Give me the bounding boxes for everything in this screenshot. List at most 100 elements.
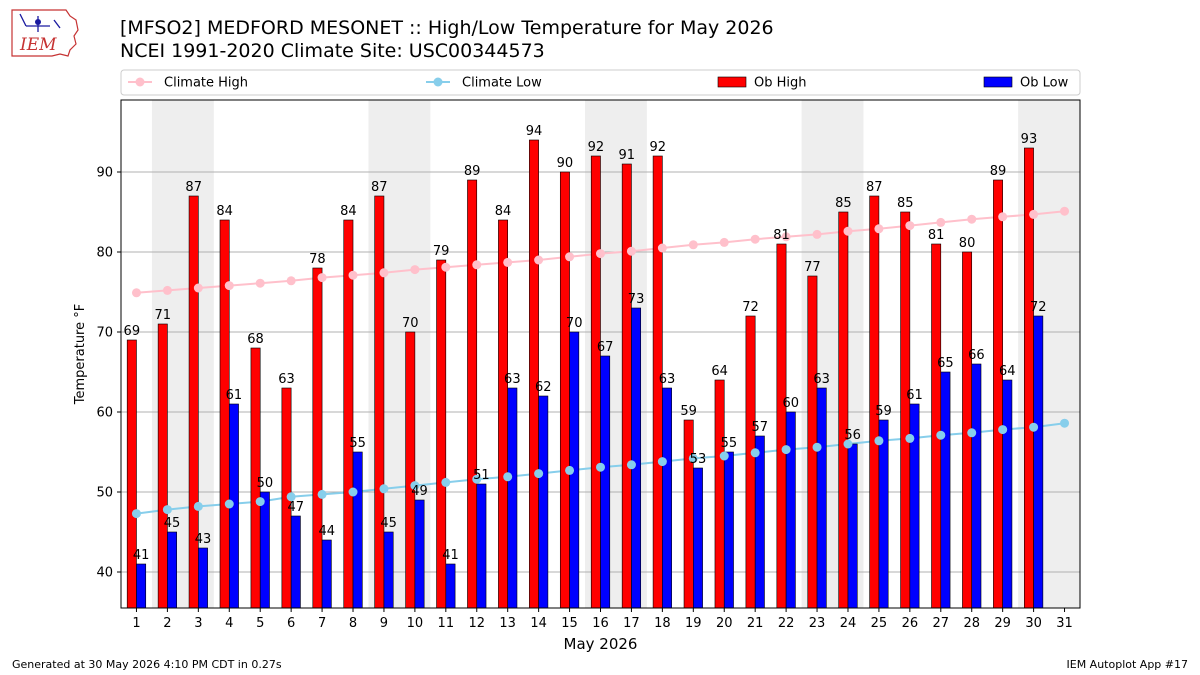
- climate-low-point: [936, 430, 946, 440]
- x-tick-label: 29: [994, 616, 1011, 631]
- climate-low-point: [1060, 418, 1070, 428]
- ob-low-label: 64: [999, 364, 1016, 379]
- ob-low-label: 61: [906, 388, 923, 403]
- app-label: IEM Autoplot App #17: [1066, 658, 1189, 671]
- ob-high-label: 85: [897, 196, 914, 211]
- x-axis-label: May 2026: [564, 635, 638, 653]
- x-tick-label: 17: [623, 616, 640, 631]
- legend-item: Ob High: [717, 76, 807, 91]
- climate-low-point: [348, 487, 358, 497]
- climate-low-point: [441, 477, 451, 487]
- ob-low-bar: [507, 387, 518, 609]
- ob-high-bar: [126, 339, 137, 609]
- ob-low-bar: [971, 363, 982, 609]
- generated-note: Generated at 30 May 2026 4:10 PM CDT in …: [12, 658, 282, 671]
- ob-low-label: 70: [566, 316, 583, 331]
- ob-low-bar: [476, 483, 487, 609]
- ob-high-label: 92: [649, 140, 666, 155]
- x-tick-label: 22: [778, 616, 795, 631]
- ob-high-bar: [745, 315, 756, 609]
- legend-label: Climate Low: [462, 76, 542, 91]
- ob-low-label: 66: [968, 348, 985, 363]
- ob-low-bar: [1033, 315, 1044, 609]
- ob-low-label: 67: [597, 340, 614, 355]
- x-tick-label: 26: [902, 616, 919, 631]
- legend-swatch-bar: [717, 76, 747, 88]
- climate-low-point: [193, 501, 203, 511]
- climate-low-point: [410, 481, 420, 491]
- x-tick-label: 11: [438, 616, 455, 631]
- ob-low-bar: [693, 467, 703, 609]
- ob-low-bar: [259, 491, 270, 609]
- ob-low-bar: [723, 451, 734, 609]
- climate-high-point: [719, 237, 729, 247]
- x-tick-label: 3: [194, 616, 202, 631]
- x-tick-label: 19: [685, 616, 702, 631]
- ob-low-bar: [631, 307, 642, 609]
- ob-high-bar: [467, 179, 478, 609]
- ob-high-label: 79: [433, 244, 450, 259]
- ob-low-bar: [383, 531, 394, 609]
- ob-high-label: 59: [680, 404, 697, 419]
- climate-high-point: [688, 240, 698, 250]
- legend-swatch-marker: [433, 77, 443, 87]
- x-tick-label: 18: [654, 616, 671, 631]
- ob-low-bar: [754, 435, 765, 609]
- bars: [126, 139, 1044, 609]
- x-tick-label: 20: [716, 616, 733, 631]
- y-axis-ticks: 40 50 60 70 80 90: [96, 166, 121, 581]
- ob-low-label: 63: [504, 372, 521, 387]
- climate-low-point: [534, 469, 544, 479]
- ob-low-bar: [445, 563, 456, 609]
- climate-high-point: [410, 265, 420, 275]
- climate-low-point: [812, 442, 822, 452]
- ob-low-label: 47: [288, 500, 305, 515]
- climate-high-point: [534, 255, 544, 265]
- y-tick-label: 50: [96, 486, 113, 501]
- ob-low-label: 57: [752, 420, 769, 435]
- climate-low-point: [596, 462, 605, 472]
- ob-low-label: 49: [411, 484, 428, 499]
- climate-high-point: [874, 224, 884, 234]
- y-tick-label: 40: [96, 566, 113, 581]
- ob-high-label: 91: [619, 148, 636, 163]
- x-tick-label: 25: [871, 616, 888, 631]
- x-tick-label: 23: [809, 616, 826, 631]
- climate-high-point: [286, 276, 296, 286]
- climate-low-point: [626, 460, 636, 470]
- ob-low-bar: [321, 539, 332, 609]
- y-tick-label: 70: [96, 326, 113, 341]
- ob-high-label: 64: [711, 364, 728, 379]
- ob-low-bar: [878, 419, 889, 609]
- ob-low-label: 61: [226, 388, 243, 403]
- ob-high-label: 84: [340, 204, 357, 219]
- x-tick-label: 10: [407, 616, 424, 631]
- climate-low-point: [565, 465, 575, 475]
- legend-box: [120, 69, 1081, 96]
- iem-logo: IEM: [11, 9, 79, 57]
- climate-low-point: [967, 428, 977, 438]
- climate-low-point: [224, 499, 234, 509]
- climate-high-point: [379, 268, 389, 278]
- climate-high-point: [193, 283, 203, 293]
- climate-high-point: [255, 278, 265, 288]
- climate-high-point: [967, 214, 977, 224]
- chart-subtitle: NCEI 1991-2020 Climate Site: USC00344573: [120, 40, 545, 62]
- x-tick-label: 16: [592, 616, 609, 631]
- ob-low-label: 59: [875, 404, 892, 419]
- climate-low-point: [657, 457, 667, 467]
- x-tick-label: 9: [380, 616, 388, 631]
- climate-high-point: [441, 262, 451, 272]
- climate-high-point: [936, 217, 946, 227]
- climate-points: [131, 206, 1070, 519]
- climate-high-point: [503, 257, 513, 267]
- x-tick-label: 5: [256, 616, 264, 631]
- x-tick-label: 4: [225, 616, 233, 631]
- x-tick-label: 21: [747, 616, 764, 631]
- x-tick-label: 27: [933, 616, 950, 631]
- climate-high-point: [905, 221, 915, 231]
- ob-low-label: 73: [628, 292, 645, 307]
- climate-high-point: [596, 249, 605, 259]
- ob-high-label: 87: [866, 180, 883, 195]
